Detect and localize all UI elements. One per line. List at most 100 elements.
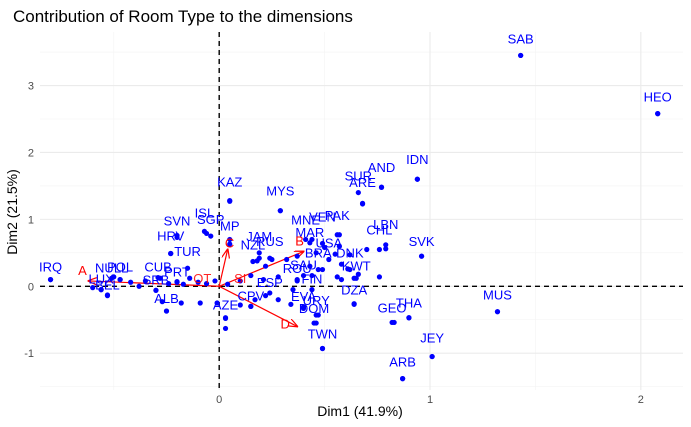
individual-label: NULL	[95, 260, 128, 275]
variable-arrows	[88, 249, 303, 326]
variable-label: B	[295, 233, 304, 248]
individual-point	[303, 236, 309, 243]
individual-point	[355, 271, 361, 277]
individual-point	[400, 376, 406, 382]
individual-point	[406, 315, 412, 321]
individual-label: EVA	[291, 289, 316, 304]
individual-point	[262, 293, 269, 299]
individual-point	[267, 290, 273, 296]
y-tick-label: 0	[28, 281, 34, 293]
individual-point	[159, 299, 165, 305]
individual-point	[338, 261, 345, 267]
individual-label: HRV	[157, 228, 185, 243]
individual-point	[376, 274, 383, 280]
individual-label: JAM	[246, 229, 272, 244]
individual-label: KWT	[342, 258, 371, 273]
gridlines	[40, 32, 683, 390]
individual-label: ESP	[257, 275, 283, 290]
x-tick-label: 1	[427, 394, 433, 406]
individual-point	[166, 281, 172, 287]
individual-point	[187, 275, 193, 281]
individual-point	[142, 278, 149, 284]
individual-point	[307, 240, 313, 246]
individual-point	[311, 320, 317, 326]
individual-point	[313, 312, 319, 318]
individual-point	[201, 228, 208, 235]
individual-point	[494, 309, 501, 315]
individual-point	[225, 281, 231, 287]
individual-point	[214, 300, 220, 306]
individual-point	[294, 253, 300, 259]
individual-point	[222, 315, 229, 321]
individual-point	[104, 293, 111, 299]
individual-point	[163, 308, 170, 314]
individual-label: CHL	[366, 222, 392, 237]
individual-point	[184, 265, 191, 271]
individual-point	[351, 301, 357, 307]
chart-title: Contribution of Room Type to the dimensi…	[13, 7, 353, 26]
variable-arrow	[218, 249, 227, 287]
individual-point	[155, 274, 161, 281]
individual-point	[180, 281, 186, 287]
individual-point	[227, 198, 233, 204]
individual-label: SVK	[409, 234, 435, 249]
individual-point	[47, 276, 54, 283]
individual-label: CUB	[144, 260, 171, 275]
individual-label: IDN	[406, 152, 428, 167]
variable-label: OT	[193, 271, 211, 286]
individual-label: LUX	[88, 272, 114, 287]
individual-point	[290, 287, 296, 293]
individual-point	[197, 300, 203, 306]
y-tick-label: 3	[28, 81, 34, 93]
individual-point	[355, 189, 361, 196]
individual-points	[47, 52, 661, 382]
individual-label: LBN	[373, 217, 398, 232]
variable-label: A	[78, 263, 87, 278]
individual-point	[418, 253, 425, 259]
individual-point	[117, 276, 123, 283]
individual-point	[389, 319, 395, 326]
individual-point	[277, 208, 283, 214]
individual-point	[315, 266, 321, 273]
individual-point	[294, 278, 300, 284]
individual-point	[300, 272, 307, 279]
individual-point	[237, 302, 243, 308]
individual-label: BEL	[95, 278, 120, 293]
individual-label: TUR	[174, 244, 201, 259]
individual-label: PRT	[164, 265, 190, 280]
individual-point	[376, 246, 383, 253]
individual-point	[364, 246, 370, 253]
individual-label: MP	[220, 218, 240, 233]
individual-point	[319, 240, 326, 247]
zero-lines	[40, 32, 683, 390]
individual-label: MNE	[291, 212, 320, 227]
individual-point	[429, 353, 435, 360]
individual-point	[256, 250, 262, 256]
individual-point	[353, 275, 359, 281]
individual-label: FIN	[301, 272, 322, 287]
individual-label: SAB	[508, 31, 534, 46]
individual-label: MAR	[295, 225, 324, 240]
individual-label: THA	[396, 296, 422, 311]
y-tick-label: 2	[28, 147, 34, 159]
individual-label: SAU	[290, 258, 317, 273]
individual-point	[347, 252, 353, 258]
individual-point	[262, 263, 269, 269]
individual-point	[208, 233, 214, 239]
individual-label: KAZ	[217, 174, 242, 189]
individual-label: DNK	[336, 246, 364, 261]
individual-point	[252, 297, 258, 303]
individual-label: ARE	[349, 175, 376, 190]
individual-point	[248, 272, 254, 279]
individual-point	[267, 255, 273, 261]
individual-label: GEO	[378, 300, 407, 315]
individual-point	[383, 246, 389, 252]
individual-point	[227, 236, 233, 243]
individual-point	[309, 272, 315, 279]
individual-label: HEO	[644, 90, 672, 105]
individual-label: AND	[368, 160, 395, 175]
individual-label: PAK	[325, 208, 350, 223]
individual-point	[212, 278, 218, 284]
individual-label: DZA	[341, 282, 367, 297]
